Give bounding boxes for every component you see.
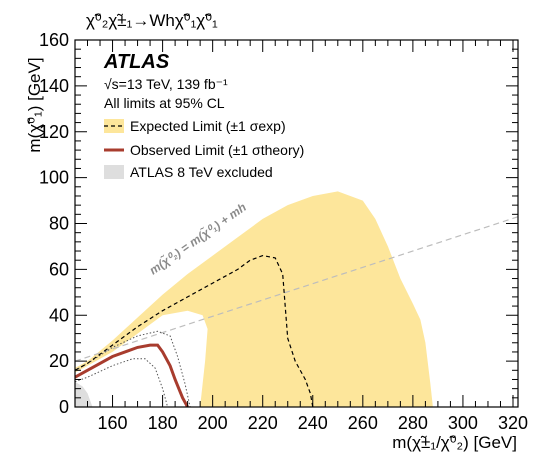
data-layer: [75, 191, 518, 407]
legend: Expected Limit (±1 σexp) Observed Limit …: [104, 118, 304, 180]
observed-minus-1sigma-line: [75, 358, 169, 407]
y-tick-label: 40: [49, 305, 69, 325]
y-tick-label: 120: [39, 122, 69, 142]
y-tick-label: 20: [49, 351, 69, 371]
atlas-label: ATLAS: [103, 51, 170, 73]
legend-label-observed: Observed Limit (±1 σtheory): [130, 142, 304, 158]
x-tick-label: 240: [298, 413, 328, 433]
run1-excluded-region: [75, 381, 93, 407]
y-tick-label: 60: [49, 259, 69, 279]
expected-band: [75, 191, 433, 407]
legend-swatch-run1: [104, 165, 124, 179]
y-tick-label: 140: [39, 76, 69, 96]
x-tick-label: 220: [248, 413, 278, 433]
x-tick-label: 160: [98, 413, 128, 433]
observed-limit-line: [75, 343, 189, 407]
legend-label-run1: ATLAS 8 TeV excluded: [130, 164, 273, 180]
y-tick-label: 160: [39, 30, 69, 50]
y-tick-label: 100: [39, 168, 69, 188]
expected-limit-line: [75, 254, 314, 407]
y-tick-label: 0: [59, 397, 69, 417]
cl-label: All limits at 95% CL: [104, 95, 225, 111]
x-tick-label: 180: [148, 413, 178, 433]
legend-label-expected: Expected Limit (±1 σexp): [130, 118, 286, 134]
axis-ticks: 160 180 200 220 240 260 280 300 320 0 20 40 60 80 100 1…: [39, 30, 528, 433]
x-tick-label: 280: [398, 413, 428, 433]
energy-lumi-label: √s=13 TeV, 139 fb⁻¹: [104, 76, 228, 92]
observed-plus-1sigma-line: [75, 330, 191, 407]
x-tick-label: 260: [348, 413, 378, 433]
x-tick-label: 200: [198, 413, 228, 433]
x-axis-title: m(χ̃±₁/χ̃⁰₂) [GeV]: [392, 433, 517, 452]
y-tick-label: 80: [49, 214, 69, 234]
process-label: χ̃⁰₂χ̃±₁→Whχ̃⁰₁χ̃⁰₁: [86, 11, 218, 30]
x-tick-label: 300: [448, 413, 478, 433]
y-axis-title: m(χ̃⁰₁) [GeV]: [25, 57, 44, 152]
x-tick-label: 320: [498, 413, 528, 433]
